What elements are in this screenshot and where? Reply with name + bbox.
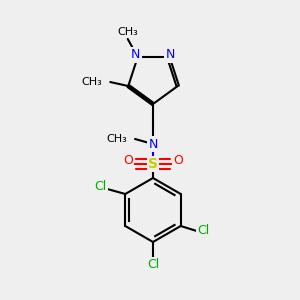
Text: CH₃: CH₃ — [82, 77, 102, 87]
Text: Cl: Cl — [94, 179, 106, 193]
Text: O: O — [123, 154, 133, 166]
Text: N: N — [131, 49, 140, 62]
Text: S: S — [148, 157, 158, 171]
Text: Cl: Cl — [198, 224, 210, 238]
Text: Cl: Cl — [147, 259, 159, 272]
Text: N: N — [148, 137, 158, 151]
Text: O: O — [173, 154, 183, 166]
Text: CH₃: CH₃ — [117, 27, 138, 37]
Text: N: N — [166, 49, 175, 62]
Text: CH₃: CH₃ — [106, 134, 127, 144]
